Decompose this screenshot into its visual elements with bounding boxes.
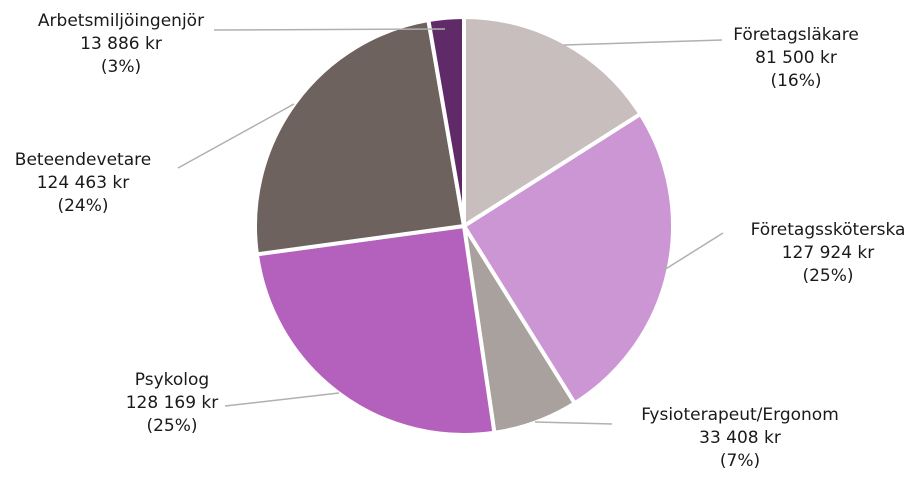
pie-slice-foretagslakare: [462, 15, 643, 228]
slice-labels: Företagsläkare 81 500 kr (16%) Företagssköt…: [15, 11, 906, 471]
pie-slices: [253, 15, 676, 437]
slice-label-name: Företagsläkare: [733, 25, 859, 45]
slice-label-percent-label: (16%): [770, 71, 821, 91]
pie-slice-psykolog: [254, 224, 497, 437]
slice-label-percent-label: (7%): [720, 451, 760, 471]
slice-label-percent-label: (3%): [101, 57, 141, 77]
leader-line-fysioterapeut-ergonom: [534, 421, 613, 425]
slice-label-name: Beteendevetare: [15, 150, 151, 170]
slice-label-name: Psykolog: [135, 370, 209, 390]
leader-line-foretagsskoterska: [663, 232, 724, 271]
slice-label-percent-label: (24%): [57, 196, 108, 216]
slice-label-percent-label: (25%): [802, 266, 853, 286]
slice-label-value-label: 13 886 kr: [80, 34, 162, 54]
slice-label-value-label: 128 169 kr: [126, 393, 219, 413]
slice-label-name: Fysioterapeut/Ergonom: [641, 405, 839, 425]
leader-line-foretagslakare: [563, 39, 723, 46]
pie-slice-foretagsskoterska: [462, 112, 676, 406]
leader-line-psykolog: [224, 392, 340, 407]
slice-label-value-label: 127 924 kr: [782, 243, 875, 263]
leader-line-beteendevetare: [177, 103, 295, 169]
slice-label-value-label: 81 500 kr: [755, 48, 837, 68]
slice-label-name: Arbetsmiljöingenjör: [38, 11, 204, 31]
pie-slice-arbetsmiljoingenjor: [426, 15, 466, 228]
slice-label-name: Företagssköterska: [751, 220, 906, 240]
slice-label-value-label: 124 463 kr: [37, 173, 130, 193]
slice-label-percent-label: (25%): [146, 416, 197, 436]
slice-label-value-label: 33 408 kr: [699, 428, 781, 448]
leader-line-arbetsmiljoingenjor: [213, 28, 446, 31]
leader-lines: [177, 28, 724, 425]
